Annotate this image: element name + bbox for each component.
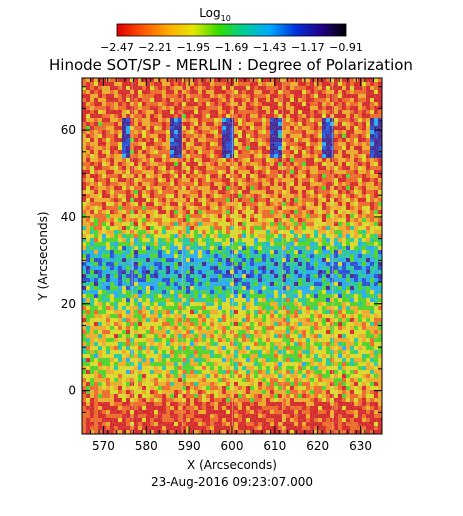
colorbar bbox=[116, 23, 347, 37]
colorbar-tick-label: −1.69 bbox=[215, 41, 249, 54]
colorbar-tick-label: −0.91 bbox=[329, 41, 363, 54]
colorbar-title: Log10 bbox=[199, 6, 231, 23]
colorbar-tick-label: −1.17 bbox=[291, 41, 325, 54]
chart-title: Hinode SOT/SP - MERLIN : Degree of Polar… bbox=[49, 56, 413, 74]
colorbar-tick-labels: −2.47 −2.21 −1.95 −1.69 −1.43 −1.17 −0.91 bbox=[100, 41, 363, 54]
colorbar-tick-label: −2.21 bbox=[138, 41, 172, 54]
colorbar-tick-label: −1.43 bbox=[253, 41, 287, 54]
colorbar-tick-label: −1.95 bbox=[176, 41, 210, 54]
heatmap-image bbox=[82, 78, 382, 434]
colorbar-tick-label: −2.47 bbox=[100, 41, 134, 54]
